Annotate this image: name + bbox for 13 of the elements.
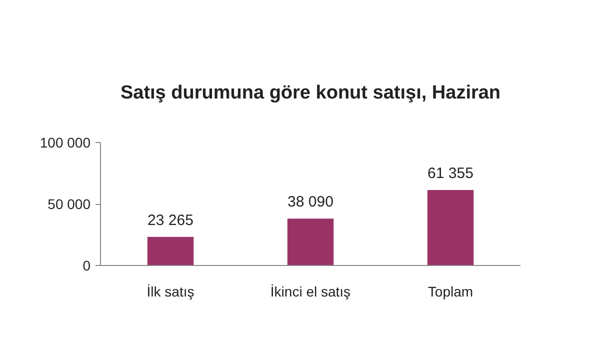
data-label: 38 090 — [288, 194, 334, 211]
x-tick-label: İlk satış — [146, 284, 194, 300]
bar — [427, 190, 474, 266]
x-tick-label: Toplam — [428, 284, 474, 300]
chart-title: Satış durumuna göre konut satışı, Haziran — [120, 82, 501, 104]
data-label: 23 265 — [148, 212, 194, 229]
y-tick-label: 0 — [82, 258, 91, 274]
y-tick-label: 100 000 — [40, 134, 91, 150]
x-tick-label: İkinci el satış — [270, 284, 351, 300]
bar — [147, 236, 194, 266]
bar — [287, 218, 334, 266]
data-label: 61 355 — [428, 165, 474, 182]
y-tick-label: 50 000 — [48, 196, 91, 212]
